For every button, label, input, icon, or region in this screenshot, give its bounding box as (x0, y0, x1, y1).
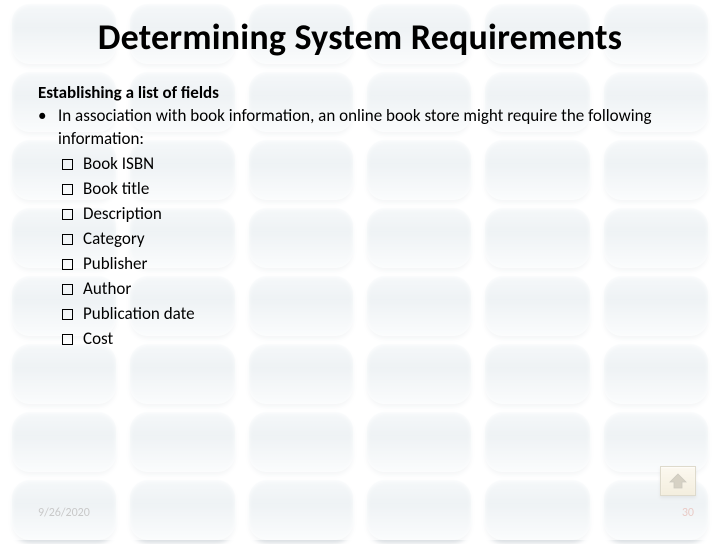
checkbox-icon (62, 159, 73, 170)
list-item-label: Publisher (83, 252, 147, 277)
bullet-marker: • (38, 105, 58, 128)
list-item-label: Author (83, 277, 131, 302)
checkbox-icon (62, 209, 73, 220)
list-item-label: Book ISBN (83, 152, 154, 177)
field-list: Book ISBNBook titleDescriptionCategoryPu… (38, 152, 682, 352)
checkbox-icon (62, 309, 73, 320)
list-item: Cost (62, 327, 682, 352)
list-item: Publisher (62, 252, 682, 277)
checkbox-icon (62, 334, 73, 345)
checkbox-icon (62, 234, 73, 245)
list-item-label: Description (83, 202, 162, 227)
list-item: Book ISBN (62, 152, 682, 177)
list-item: Category (62, 227, 682, 252)
lead-bullet: • In association with book information, … (38, 105, 682, 151)
checkbox-icon (62, 284, 73, 295)
lead-text: In association with book information, an… (58, 105, 682, 151)
list-item-label: Cost (83, 327, 113, 352)
list-item: Author (62, 277, 682, 302)
list-item-label: Book title (83, 177, 149, 202)
checkbox-icon (62, 184, 73, 195)
slide-content: Determining System Requirements Establis… (0, 0, 720, 540)
list-item-label: Category (83, 227, 145, 252)
subheading: Establishing a list of fields (38, 82, 682, 103)
list-item: Publication date (62, 302, 682, 327)
list-item: Description (62, 202, 682, 227)
slide-title: Determining System Requirements (38, 18, 682, 58)
checkbox-icon (62, 259, 73, 270)
list-item-label: Publication date (83, 302, 195, 327)
list-item: Book title (62, 177, 682, 202)
